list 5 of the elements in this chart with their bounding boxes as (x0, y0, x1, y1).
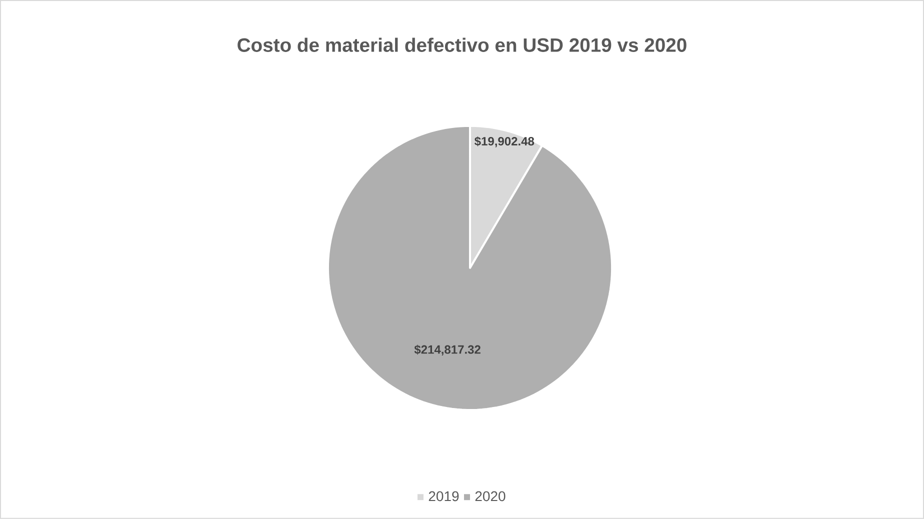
legend-label: 2020 (475, 491, 506, 502)
legend-label: 2019 (428, 491, 459, 502)
data-label: $214,817.32 (414, 344, 480, 356)
chart-title: Costo de material defectivo en USD 2019 vs 2020 (238, 38, 686, 52)
data-label: $19,902.48 (474, 136, 534, 148)
